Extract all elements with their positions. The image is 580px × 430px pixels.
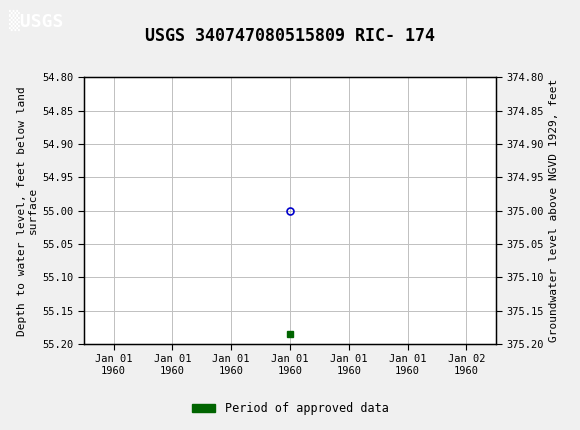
Text: USGS 340747080515809 RIC- 174: USGS 340747080515809 RIC- 174 — [145, 27, 435, 45]
Text: ▒USGS: ▒USGS — [9, 10, 63, 31]
Legend: Period of approved data: Period of approved data — [187, 397, 393, 420]
Y-axis label: Depth to water level, feet below land
surface: Depth to water level, feet below land su… — [17, 86, 38, 335]
Y-axis label: Groundwater level above NGVD 1929, feet: Groundwater level above NGVD 1929, feet — [549, 79, 559, 342]
